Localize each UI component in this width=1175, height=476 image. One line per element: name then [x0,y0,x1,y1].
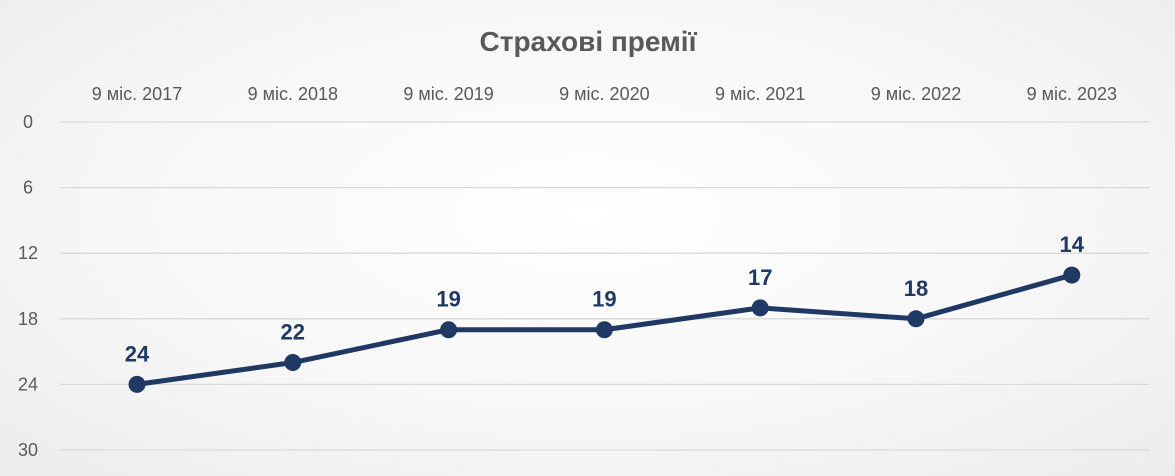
y-tick-label: 30 [18,440,38,460]
gridlines [60,121,1150,451]
data-point [440,321,458,339]
y-tick-label: 0 [23,112,33,132]
x-tick-label: 9 міс. 2018 [248,84,338,104]
x-tick-label: 9 міс. 2020 [559,84,649,104]
data-point [907,310,925,328]
data-label: 14 [1060,232,1085,257]
y-tick-label: 12 [18,243,38,263]
y-tick-label: 24 [18,374,38,394]
data-point [284,354,302,372]
data-point [751,299,769,317]
x-tick-label: 9 міс. 2017 [92,84,182,104]
x-tick-label: 9 міс. 2022 [871,84,961,104]
data-label: 24 [125,341,150,366]
data-label: 17 [748,265,772,290]
y-tick-label: 18 [18,309,38,329]
data-point [128,375,146,393]
data-labels: 24 22 19 19 17 18 14 [125,232,1085,366]
series [128,266,1081,393]
data-point [1063,266,1081,284]
data-label: 18 [904,276,928,301]
data-point [595,321,613,339]
x-tick-label: 9 міс. 2019 [403,84,493,104]
data-label: 19 [592,287,616,312]
chart-title: Страхові премії [480,26,698,57]
x-axis-ticks: 9 міс. 2017 9 міс. 2018 9 міс. 2019 9 міс. … [92,84,1117,104]
y-axis-ticks: 0 6 12 18 24 30 [18,112,38,460]
data-label: 22 [281,320,305,345]
data-label: 19 [436,287,460,312]
x-tick-label: 9 міс. 2021 [715,84,805,104]
y-tick-label: 6 [23,178,33,198]
x-tick-label: 9 міс. 2023 [1027,84,1117,104]
